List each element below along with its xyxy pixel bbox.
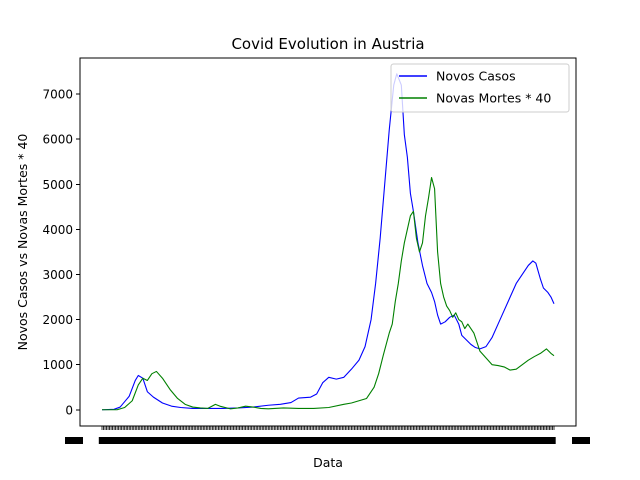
y-axis-label: Novos Casos vs Novas Mortes * 40 <box>15 134 30 351</box>
x-axis <box>65 426 590 444</box>
legend-box <box>390 63 570 113</box>
y-tick-label: 5000 <box>42 178 73 192</box>
series-line-novas-mortes <box>102 176 555 411</box>
legend-label: Novos Casos <box>436 69 516 84</box>
x-tick-label-end <box>572 437 590 444</box>
legend-label: Novas Mortes * 40 <box>436 91 551 106</box>
x-ticks <box>101 426 555 430</box>
y-axis: 0 1000 2000 3000 4000 5000 6000 7000 <box>42 88 80 417</box>
y-tick-label: 4000 <box>42 223 73 237</box>
y-tick-label: 3000 <box>42 268 73 282</box>
x-axis-label: Data <box>313 455 343 470</box>
legend: Novos Casos Novas Mortes * 40 <box>390 63 570 113</box>
x-tick-label-start <box>65 437 83 444</box>
y-tick-label: 2000 <box>42 313 73 327</box>
y-tick-label: 6000 <box>42 133 73 147</box>
y-tick-label: 7000 <box>42 88 73 102</box>
y-tick-label: 1000 <box>42 358 73 372</box>
plot-frame <box>79 57 577 427</box>
y-tick-label: 0 <box>65 403 73 417</box>
x-tick-label-band <box>98 437 556 444</box>
chart-title: Covid Evolution in Austria <box>231 35 424 53</box>
